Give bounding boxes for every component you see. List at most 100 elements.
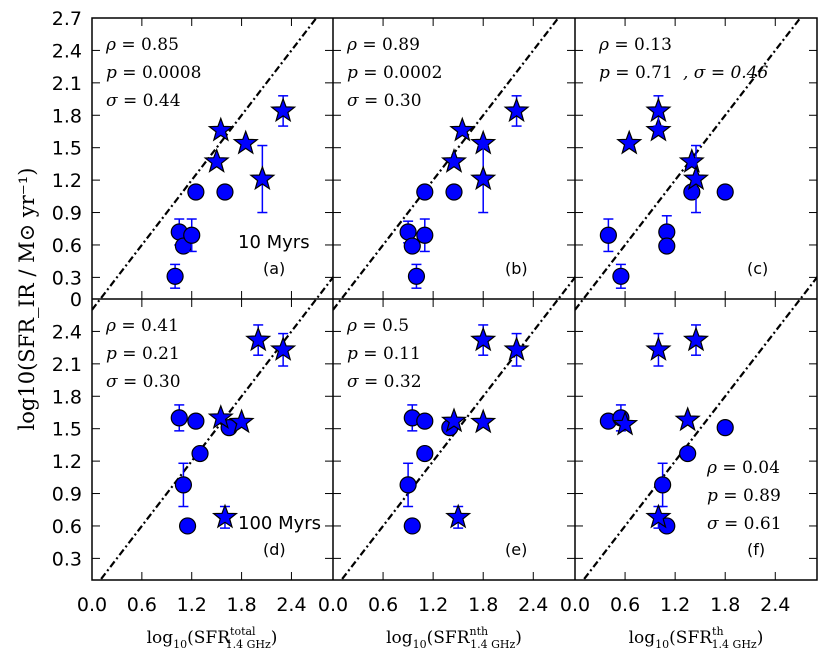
- x-tick-label: 2.4: [760, 594, 790, 616]
- stat-sigma: σ = 0.30: [347, 91, 422, 111]
- circle-point: [716, 419, 734, 437]
- circle-point: [416, 444, 434, 463]
- circle-point: [445, 183, 463, 201]
- x-tick-label: 1.8: [226, 594, 256, 616]
- y-tick-label: 1.5: [52, 138, 82, 160]
- y-tick-label: 0.6: [52, 516, 82, 538]
- panel-d: [98, 275, 333, 580]
- stat-rho: ρ = 0.13: [598, 35, 672, 55]
- panel-c: [575, 18, 802, 311]
- x-axis-title: log10(SFRth 1.4 GHz): [629, 625, 764, 651]
- panel-f: [581, 275, 817, 580]
- circle-point: [416, 226, 434, 244]
- x-tick-label: 0.6: [610, 594, 640, 616]
- one-to-one-line: [92, 18, 318, 311]
- stat-sigma: σ = 0.32: [347, 372, 422, 392]
- star-point: [470, 165, 497, 191]
- x-axis-title: log10(SFRtotal 1.4 GHz): [147, 625, 278, 651]
- star-point: [232, 129, 259, 155]
- stat-rho: ρ = 0.85: [105, 35, 179, 55]
- star-point: [249, 165, 276, 191]
- star-point: [645, 503, 672, 529]
- x-tick-label: 1.2: [660, 594, 690, 616]
- y-tick-label: 1.2: [52, 451, 82, 473]
- panel-stats: ρ = 0.85 p = 0.0008 σ = 0.44 (a) 10 Myrs: [105, 35, 310, 278]
- x-tick-label: 1.2: [418, 594, 448, 616]
- star-point: [470, 326, 497, 352]
- panel-label: (f): [747, 540, 765, 559]
- y-tick-label: 2.7: [52, 8, 82, 30]
- star-point: [678, 147, 705, 173]
- circle-point: [658, 237, 676, 255]
- x-tick-label: 0.6: [127, 594, 157, 616]
- star-point: [674, 406, 701, 432]
- circle-point: [416, 183, 434, 201]
- circle-point: [716, 183, 734, 201]
- panel-stats: ρ = 0.04 p = 0.89 σ = 0.61 (f): [706, 458, 782, 559]
- star-point: [440, 407, 468, 433]
- stat-p: p = 0.89: [707, 486, 781, 506]
- stat-p: p = 0.0008: [106, 63, 201, 83]
- star-point: [228, 408, 255, 434]
- circle-point: [191, 444, 209, 463]
- x-axis-title: log10(SFRnth 1.4 GHz): [386, 625, 522, 651]
- stat-rho: ρ = 0.04: [706, 458, 780, 478]
- x-tick-label: 0.0: [560, 594, 590, 616]
- stat-rho: ρ = 0.41: [105, 316, 179, 336]
- x-tick-label: 0.0: [318, 594, 348, 616]
- stat-sigma: , σ = 0.46: [683, 63, 768, 83]
- y-tick-label: 1.8: [52, 386, 82, 408]
- panel-label: (e): [505, 540, 527, 559]
- circle-point: [416, 412, 434, 430]
- stat-p: p = 0.21: [106, 344, 180, 364]
- stat-sigma: σ = 0.30: [106, 372, 181, 392]
- y-tick-label: 2.4: [52, 321, 82, 343]
- x-tick-label: 1.2: [177, 594, 207, 616]
- y-tick-label: 0.9: [52, 203, 82, 225]
- star-point: [645, 97, 672, 123]
- circle-point: [612, 267, 630, 285]
- axes: 0.0 0.6 1.2 1.8 2.4 0.0 0.6 1.2 1.8 2.4 0.0 0.6 1.2 1…: [15, 8, 817, 651]
- x-tick-label: 0.6: [368, 594, 398, 616]
- y-tick-label: 2.4: [52, 40, 82, 62]
- star-point: [211, 503, 239, 529]
- y-tick-label: 2.1: [52, 354, 82, 376]
- one-to-one-line: [98, 275, 333, 580]
- panel-stats: ρ = 0.5 p = 0.11 σ = 0.32 (e): [346, 316, 527, 559]
- one-to-one-line: [575, 18, 802, 311]
- panel-label: (c): [747, 259, 768, 278]
- star-point: [270, 336, 297, 361]
- star-point: [645, 116, 672, 142]
- star-point: [449, 116, 476, 142]
- star-point: [682, 165, 710, 191]
- stat-rho: ρ = 0.89: [346, 35, 420, 55]
- star-point: [207, 116, 234, 142]
- stat-p: p = 0.11: [347, 344, 421, 364]
- stat-sigma: σ = 0.44: [106, 91, 181, 111]
- panel-stats: ρ = 0.89 p = 0.0002 σ = 0.30 (b): [346, 35, 528, 278]
- star-point: [503, 97, 530, 123]
- circle-point: [166, 267, 184, 285]
- panel-stats: ρ = 0.41 p = 0.21 σ = 0.30 (d) 100 Myrs: [105, 316, 321, 559]
- circle-point: [187, 183, 205, 201]
- panel-b: [333, 18, 560, 311]
- circle-point: [178, 517, 197, 535]
- circle-point: [174, 476, 193, 494]
- circle-point: [183, 226, 201, 244]
- star-point: [270, 97, 297, 123]
- star-point: [245, 326, 272, 352]
- y-tick-label: 0.6: [52, 235, 82, 257]
- scatter-data: [92, 18, 817, 580]
- x-tick-label: 1.8: [710, 594, 740, 616]
- panel-stats: ρ = 0.13 p = 0.71 , σ = 0.46 (c): [598, 35, 768, 278]
- panel-e: [339, 275, 575, 580]
- x-tick-label: 1.8: [468, 594, 498, 616]
- circle-point: [170, 409, 188, 427]
- star-point: [503, 336, 530, 361]
- stat-rho: ρ = 0.5: [346, 316, 409, 336]
- circle-point: [403, 237, 421, 255]
- y-tick-label: 0.9: [52, 484, 82, 506]
- stat-p: p = 0.71: [599, 63, 673, 83]
- circle-point: [599, 226, 617, 244]
